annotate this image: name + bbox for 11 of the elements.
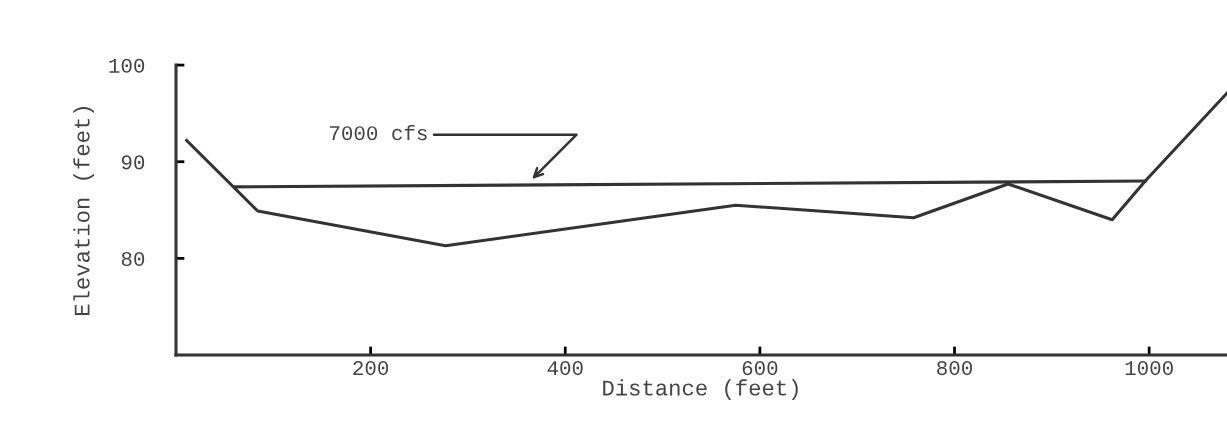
y-tick-label: 90 (121, 155, 145, 170)
x-tick-label: 600 (742, 361, 778, 376)
y-tick-label: 100 (109, 58, 145, 73)
y-axis-title: Elevation (feet) (73, 107, 95, 315)
x-axis-title: Distance (feet) (603, 379, 798, 400)
x-tick-label: 800 (937, 361, 972, 376)
x-tick-label: 400 (547, 361, 583, 376)
annotation: 7000 cfs (330, 124, 427, 141)
x-tick-label: 200 (353, 361, 389, 376)
x-tick-label: 1000 (1125, 361, 1173, 376)
y-tick-label: 80 (121, 251, 145, 267)
